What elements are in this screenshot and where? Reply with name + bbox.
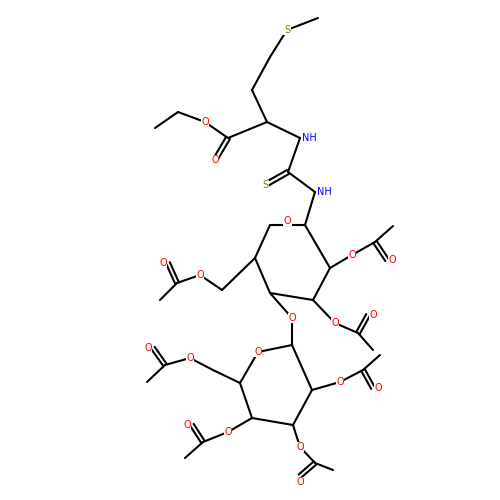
Text: O: O (284, 216, 292, 226)
Text: O: O (331, 318, 339, 328)
Text: O: O (183, 420, 191, 430)
Text: S: S (284, 25, 290, 35)
Text: S: S (262, 180, 268, 190)
Text: NH: NH (316, 187, 332, 197)
Text: O: O (369, 310, 377, 320)
Text: O: O (224, 427, 232, 437)
Text: O: O (196, 270, 204, 280)
Text: O: O (186, 353, 194, 363)
Text: NH: NH (302, 133, 316, 143)
Text: O: O (296, 477, 304, 487)
Text: O: O (159, 258, 167, 268)
Text: O: O (388, 255, 396, 265)
Text: O: O (254, 347, 262, 357)
Text: O: O (201, 117, 209, 127)
Text: O: O (288, 313, 296, 323)
Text: O: O (211, 155, 219, 165)
Text: O: O (348, 250, 356, 260)
Text: O: O (144, 343, 152, 353)
Text: O: O (296, 442, 304, 452)
Text: O: O (374, 383, 382, 393)
Text: O: O (336, 377, 344, 387)
